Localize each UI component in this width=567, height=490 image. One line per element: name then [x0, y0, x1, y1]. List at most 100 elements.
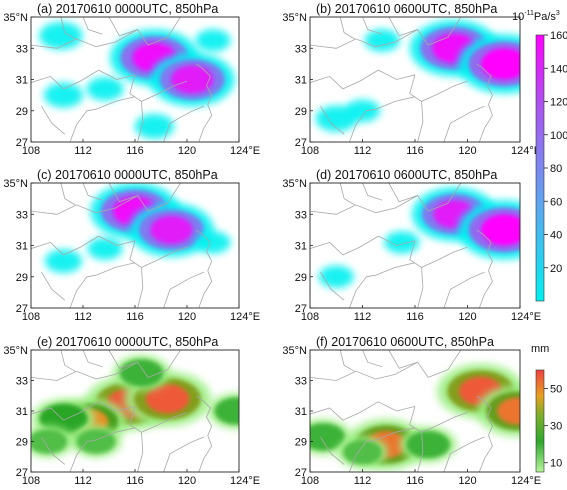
y-tick-label: 35°N [3, 12, 28, 24]
colorbar-tick-label: 140 [550, 63, 567, 75]
data-blob [44, 249, 83, 273]
x-tick-label: 124°E [230, 145, 260, 157]
x-tick-label: 108 [22, 475, 40, 487]
x-tick-label: 112 [354, 145, 372, 157]
y-tick-label: 31 [295, 75, 307, 87]
x-tick-label: 120 [458, 145, 476, 157]
field-e [31, 354, 239, 458]
colorbar-tick-label: 30 [550, 421, 562, 433]
field-b [315, 20, 520, 132]
y-tick-label: 29 [295, 437, 307, 449]
data-blob [318, 265, 354, 288]
colorbar-tick-label: 80 [550, 163, 562, 175]
x-tick-label: 112 [354, 311, 372, 323]
y-tick-label: 29 [295, 272, 307, 284]
panels-layer: (a) 20170610 0000UTC, 850hPa 108 112 116 120… [3, 2, 541, 487]
y-tick-label: 27 [295, 467, 307, 479]
data-blob [399, 426, 457, 463]
panel-title: (c) 20170610 0000UTC, 850hPa [37, 168, 218, 182]
x-tick-label: 116 [406, 145, 424, 157]
colorbar-rainfall: mm 10 30 50 [531, 343, 562, 473]
panel-e: (e) 20170610 0000UTC, 850hPa 108 112 116 120… [3, 335, 260, 487]
province-borders [310, 17, 493, 142]
panel-a: (a) 20170610 0000UTC, 850hPa 108 112 116 120… [3, 2, 260, 157]
x-tick-label: 124°E [230, 475, 260, 487]
x-tick-label: 108 [301, 145, 319, 157]
colorbar-tick-label: 120 [550, 97, 567, 109]
colorbar-1-ticks: 20 40 60 80 100 120 140 160 [544, 30, 567, 275]
panel-title: (e) 20170610 0000UTC, 850hPa [37, 335, 218, 349]
panel-title: (f) 20170610 0600UTC, 850hPa [316, 335, 494, 349]
data-blob [129, 203, 214, 257]
data-blob [134, 113, 175, 139]
data-blob [195, 231, 231, 254]
y-tick-label: 27 [295, 303, 307, 315]
data-blob [31, 425, 74, 458]
field-d [318, 187, 520, 288]
y-tick-label: 31 [16, 406, 28, 418]
field-c [44, 183, 231, 273]
panel-title: (a) 20170610 0000UTC, 850hPa [37, 2, 218, 16]
y-tick-label: 35°N [3, 345, 28, 357]
panel-c: (c) 20170610 0000UTC, 850hPa 108 112 116 120… [3, 168, 260, 323]
panel-d: (d) 20170610 0600UTC, 850hPa 108 112 116 120… [282, 168, 541, 323]
colorbar-tick-label: 20 [550, 263, 562, 275]
province-borders [31, 183, 213, 308]
x-tick-label: 112 [74, 311, 92, 323]
data-blob [86, 77, 124, 101]
y-tick-label: 35°N [3, 178, 28, 190]
data-blob [344, 99, 381, 122]
y-tick-label: 33 [16, 43, 28, 55]
data-blob [149, 52, 235, 107]
x-tick-label: 124°E [511, 311, 541, 323]
x-tick-label: 112 [354, 475, 372, 487]
x-tick-label: 108 [301, 475, 319, 487]
y-tick-label: 33 [295, 43, 307, 55]
colorbar-2-bar [535, 369, 545, 473]
y-tick-label: 29 [16, 106, 28, 118]
y-tick-label: 29 [16, 437, 28, 449]
y-tick-label: 31 [16, 75, 28, 87]
x-tick-label: 124°E [511, 475, 541, 487]
data-blob [384, 231, 420, 254]
x-tick-label: 120 [458, 475, 476, 487]
data-blob [87, 237, 123, 260]
y-tick-label: 29 [295, 106, 307, 118]
colorbar-1-bar [535, 34, 545, 302]
y-tick-label: 33 [295, 209, 307, 221]
x-tick-label: 120 [458, 311, 476, 323]
x-tick-label: 116 [406, 311, 424, 323]
colorbar-precipitation-rate: 10-11Pa/s3 20 40 60 80 100 120 140 160 [512, 10, 567, 302]
data-blob [364, 29, 400, 52]
data-blob [39, 21, 83, 50]
x-tick-label: 124°E [511, 145, 541, 157]
province-borders [31, 350, 213, 472]
panel-title: (d) 20170610 0600UTC, 850hPa [316, 168, 497, 182]
y-tick-label: 31 [295, 241, 307, 253]
data-blob [457, 200, 520, 260]
colorbar-2-unit: mm [531, 343, 549, 355]
y-tick-label: 35°N [282, 12, 307, 24]
x-tick-label: 112 [74, 145, 92, 157]
x-tick-label: 112 [74, 475, 92, 487]
y-tick-label: 31 [16, 241, 28, 253]
y-tick-label: 33 [16, 209, 28, 221]
x-tick-label: 116 [126, 311, 144, 323]
data-blob [207, 392, 239, 430]
field-a [39, 21, 235, 139]
colorbar-tick-label: 40 [550, 230, 562, 242]
data-blob [457, 34, 520, 94]
y-tick-label: 31 [295, 406, 307, 418]
x-tick-label: 116 [126, 475, 144, 487]
x-tick-label: 116 [126, 145, 144, 157]
x-tick-label: 116 [406, 475, 424, 487]
colorbar-tick-label: 50 [550, 384, 562, 396]
y-tick-label: 35°N [282, 178, 307, 190]
colorbar-tick-label: 10 [550, 458, 562, 470]
data-blob [195, 29, 231, 52]
data-blob [113, 354, 170, 391]
x-tick-label: 120 [178, 145, 196, 157]
y-tick-label: 33 [16, 376, 28, 388]
x-tick-label: 124°E [230, 311, 260, 323]
data-blob [70, 425, 122, 458]
